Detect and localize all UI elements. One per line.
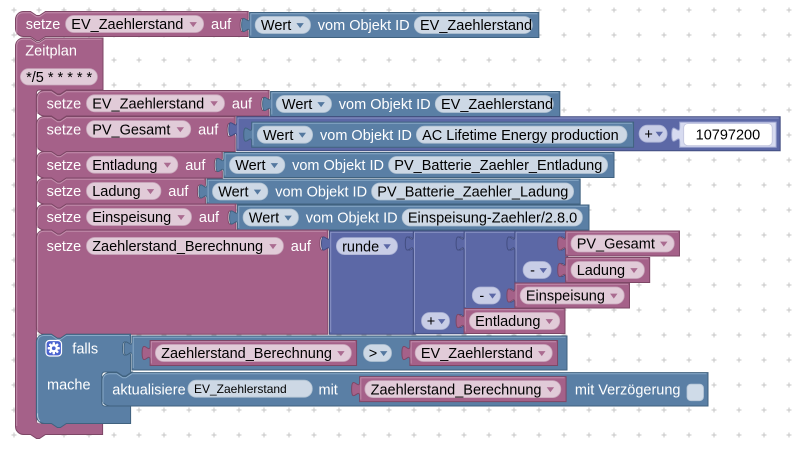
svg-text:EV_Zaehlerstand: EV_Zaehlerstand (194, 382, 287, 396)
svg-text:Wert: Wert (282, 97, 312, 113)
svg-text:mache: mache (47, 378, 91, 394)
svg-text:Einspeisung-Zaehler/2.8.0: Einspeisung-Zaehler/2.8.0 (408, 211, 577, 227)
svg-text:setze: setze (26, 17, 61, 33)
svg-text:aktualisiere: aktualisiere (112, 383, 185, 399)
svg-text:auf: auf (168, 184, 189, 200)
svg-text:Entladung: Entladung (475, 314, 540, 330)
svg-text:auf: auf (185, 158, 206, 174)
svg-text:vom Objekt ID: vom Objekt ID (306, 211, 398, 227)
svg-text:>: > (369, 346, 377, 362)
svg-text:Wert: Wert (249, 211, 279, 227)
svg-text:-: - (530, 263, 535, 279)
svg-text:setze: setze (47, 122, 82, 138)
svg-text:PV_Gesamt: PV_Gesamt (92, 122, 170, 138)
svg-text:PV_Batterie_Zaehler_Entladung: PV_Batterie_Zaehler_Entladung (394, 158, 602, 174)
svg-text:Zaehlerstand_Berechnung: Zaehlerstand_Berechnung (371, 382, 542, 398)
svg-text:*/5 * * * * *: */5 * * * * * (26, 70, 92, 86)
svg-text:Wert: Wert (235, 158, 265, 174)
svg-text:vom Objekt ID: vom Objekt ID (339, 97, 431, 113)
svg-text:auf: auf (198, 122, 219, 138)
svg-text:PV_Gesamt: PV_Gesamt (577, 237, 655, 253)
svg-text:setze: setze (47, 210, 82, 226)
svg-text:mit Verzögerung: mit Verzögerung (575, 383, 681, 399)
svg-text:EV_Zaehlerstand: EV_Zaehlerstand (71, 17, 183, 33)
svg-text:auf: auf (232, 97, 253, 113)
svg-text:-: - (479, 289, 484, 305)
svg-text:Zeitplan: Zeitplan (25, 43, 77, 59)
svg-text:setze: setze (47, 184, 82, 200)
svg-text:Wert: Wert (261, 18, 291, 34)
svg-text:+: + (644, 127, 652, 143)
svg-text:Einspeisung: Einspeisung (92, 210, 171, 226)
svg-text:PV_Batterie_Zaehler_Ladung: PV_Batterie_Zaehler_Ladung (377, 185, 568, 201)
svg-text:falls: falls (72, 342, 98, 358)
svg-text:EV_Zaehlerstand: EV_Zaehlerstand (441, 97, 553, 113)
svg-text:Zaehlerstand_Berechnung: Zaehlerstand_Berechnung (161, 346, 332, 362)
svg-text:Wert: Wert (218, 185, 248, 201)
svg-text:vom Objekt ID: vom Objekt ID (275, 185, 367, 201)
svg-text:auf: auf (211, 17, 232, 33)
svg-text:10797200: 10797200 (696, 128, 761, 144)
svg-text:auf: auf (291, 239, 312, 255)
svg-text:EV_Zaehlerstand: EV_Zaehlerstand (421, 346, 533, 362)
svg-text:+: + (427, 314, 435, 330)
svg-text:Ladung: Ladung (577, 263, 625, 279)
svg-text:setze: setze (47, 239, 82, 255)
svg-text:Einspeisung: Einspeisung (526, 289, 605, 305)
svg-text:Ladung: Ladung (92, 184, 140, 200)
svg-text:vom Objekt ID: vom Objekt ID (320, 128, 412, 144)
svg-text:Wert: Wert (263, 128, 293, 144)
svg-text:EV_Zaehlerstand: EV_Zaehlerstand (420, 18, 532, 34)
svg-text:setze: setze (47, 158, 82, 174)
svg-text:vom Objekt ID: vom Objekt ID (292, 158, 384, 174)
svg-text:setze: setze (47, 97, 82, 113)
svg-text:mit: mit (319, 383, 338, 399)
svg-text:Entladung: Entladung (92, 158, 157, 174)
svg-text:Zaehlerstand_Berechnung: Zaehlerstand_Berechnung (92, 239, 263, 255)
svg-text:auf: auf (199, 210, 220, 226)
svg-text:AC Lifetime Energy production: AC Lifetime Energy production (422, 128, 619, 144)
svg-text:EV_Zaehlerstand: EV_Zaehlerstand (92, 97, 204, 113)
svg-text:runde: runde (342, 239, 379, 255)
svg-text:vom Objekt ID: vom Objekt ID (318, 18, 410, 34)
